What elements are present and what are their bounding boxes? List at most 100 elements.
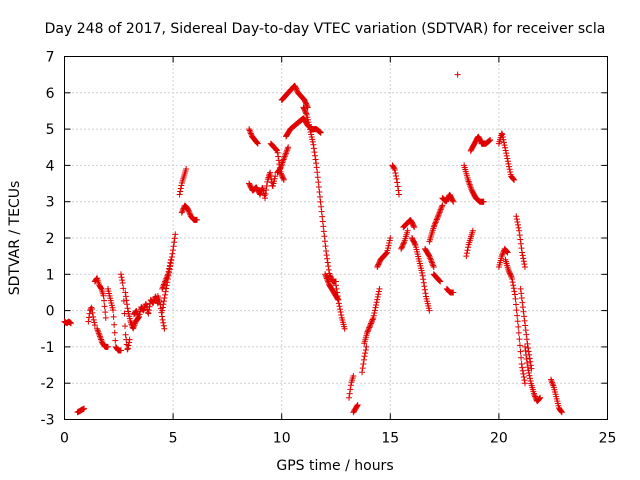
- data-point-marker: [272, 146, 279, 153]
- data-point-marker: [117, 347, 124, 354]
- data-point-marker: [324, 276, 331, 283]
- data-point-marker: [518, 290, 525, 297]
- data-point-marker: [85, 318, 92, 325]
- data-point-marker: [427, 256, 434, 263]
- data-point-marker: [318, 208, 325, 215]
- data-point-marker: [384, 247, 391, 254]
- data-point-marker: [104, 343, 111, 350]
- data-point-marker: [500, 136, 507, 143]
- data-point-marker: [177, 185, 184, 192]
- y-tick-label: 5: [46, 122, 55, 138]
- axis-ticks: [64, 56, 608, 420]
- data-point-marker: [393, 172, 400, 179]
- data-point-marker: [123, 297, 130, 304]
- data-point-marker: [514, 312, 521, 319]
- data-point-marker: [274, 149, 281, 156]
- data-point-marker: [398, 245, 405, 252]
- data-point-marker: [124, 305, 131, 312]
- data-point-marker: [120, 285, 127, 292]
- data-point-marker: [160, 301, 167, 308]
- data-point-marker: [324, 255, 331, 262]
- data-point-marker: [170, 247, 177, 254]
- data-point-marker: [337, 306, 344, 313]
- data-point-marker: [515, 221, 522, 228]
- data-point-marker: [526, 355, 533, 362]
- data-point-marker: [430, 262, 437, 269]
- data-point-marker: [499, 250, 506, 257]
- data-point-marker: [513, 216, 520, 223]
- data-point-marker: [502, 144, 509, 151]
- data-point-marker: [394, 183, 401, 190]
- data-point-marker: [426, 307, 433, 314]
- data-point-marker: [177, 188, 184, 195]
- data-point-marker: [433, 216, 440, 223]
- data-point-marker: [169, 250, 176, 257]
- data-point-marker: [499, 134, 506, 141]
- data-point-marker: [398, 244, 405, 251]
- data-point-marker: [521, 313, 528, 320]
- data-point-marker: [253, 139, 260, 146]
- data-point-marker: [519, 252, 526, 259]
- data-point-marker: [313, 160, 320, 167]
- data-point-marker: [183, 166, 190, 173]
- data-point-marker: [518, 361, 525, 368]
- data-point-marker: [325, 266, 332, 273]
- data-point-marker: [162, 291, 169, 298]
- data-point-marker: [360, 361, 367, 368]
- data-point-marker: [521, 261, 528, 268]
- data-point-marker: [146, 307, 153, 314]
- y-tick-label: -3: [41, 413, 55, 429]
- data-point-marker: [140, 307, 147, 314]
- data-point-marker: [427, 255, 434, 262]
- data-point-marker: [504, 155, 511, 162]
- data-point-marker: [102, 314, 109, 321]
- data-point-marker: [524, 364, 531, 371]
- data-point-marker: [438, 203, 445, 210]
- y-tick-label: 7: [46, 50, 55, 66]
- data-point-marker: [125, 342, 132, 349]
- data-point-marker: [516, 342, 523, 349]
- data-point-marker: [161, 280, 168, 287]
- data-point-marker: [375, 261, 382, 268]
- data-point-marker: [126, 339, 133, 346]
- data-point-marker: [315, 179, 322, 186]
- data-point-marker: [262, 195, 269, 202]
- data-point-marker: [246, 126, 253, 133]
- data-point-marker: [463, 253, 470, 260]
- data-point-marker: [374, 296, 381, 303]
- data-point-marker: [126, 336, 133, 343]
- data-point-marker: [499, 131, 506, 138]
- data-point-marker: [395, 191, 402, 198]
- y-tick-label: 2: [46, 231, 55, 247]
- grid-lines: [64, 56, 608, 420]
- data-point-marker: [532, 393, 539, 400]
- data-point-marker: [317, 129, 324, 136]
- data-point-marker: [504, 158, 511, 165]
- data-points: [61, 71, 565, 416]
- y-tick-label: 1: [46, 267, 55, 283]
- data-point-marker: [464, 247, 471, 254]
- data-point-marker: [361, 353, 368, 360]
- data-point-marker: [101, 303, 108, 310]
- data-point-marker: [112, 337, 119, 344]
- plot-frame: [64, 56, 608, 420]
- data-point-marker: [449, 197, 456, 204]
- data-point-marker: [432, 219, 439, 226]
- data-point-marker: [323, 275, 330, 282]
- data-point-marker: [178, 209, 185, 216]
- data-point-marker: [90, 316, 97, 323]
- data-point-marker: [280, 175, 287, 182]
- data-point-marker: [517, 285, 524, 292]
- data-point-marker: [363, 343, 370, 350]
- data-point-marker: [519, 367, 526, 374]
- data-point-marker: [124, 346, 131, 353]
- data-point-marker: [81, 405, 88, 412]
- data-point-marker: [375, 288, 382, 295]
- data-point-marker: [341, 325, 348, 332]
- data-point-marker: [434, 213, 441, 220]
- data-point-marker: [517, 240, 524, 247]
- data-point-marker: [394, 179, 401, 186]
- data-point-marker: [365, 325, 372, 332]
- data-point-marker: [375, 260, 382, 267]
- data-point-marker: [437, 206, 444, 213]
